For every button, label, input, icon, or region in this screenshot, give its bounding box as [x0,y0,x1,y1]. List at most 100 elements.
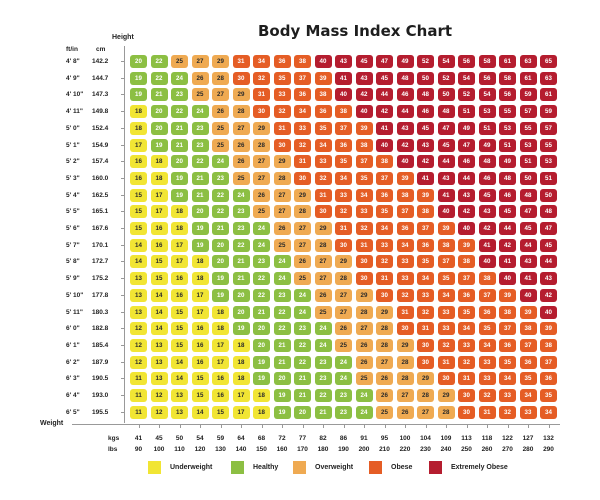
legend-label: Extremely Obese [451,463,508,471]
bmi-cell: 30 [294,171,311,185]
bmi-cell: 39 [499,288,516,302]
height-cm-label: 162.5 [92,191,109,199]
bmi-cell: 44 [499,222,516,235]
x-tick [487,425,488,428]
bmi-cell: 51 [540,171,557,185]
bmi-cell: 42 [458,205,475,219]
bmi-cell: 27 [314,272,332,286]
height-ftin-label: 5' 8" [66,258,80,266]
bmi-cell: 38 [437,238,455,252]
bmi-cell: 17 [191,305,209,319]
bmi-cell: 27 [253,171,270,185]
bmi-cell: 24 [335,355,352,369]
bmi-cell: 38 [478,272,496,286]
x-axis-line [72,424,560,425]
y-tick [121,127,124,129]
bmi-cell: 12 [150,405,168,419]
bmi-cell: 38 [458,255,475,269]
bmi-cell: 17 [150,205,168,219]
bmi-cell: 31 [335,222,352,235]
bmi-cell: 26 [376,389,393,402]
bmi-cell: 45 [376,71,393,85]
bmi-cell: 28 [396,355,414,369]
bmi-cell: 23 [232,222,250,235]
bmi-cell: 32 [355,222,373,235]
bmi-cell: 20 [294,405,311,419]
bmi-cell: 38 [396,188,414,202]
bmi-cell: 27 [417,405,434,419]
bmi-cell: 27 [232,121,250,135]
legend-swatch [429,460,442,474]
bmi-cell: 34 [314,138,332,152]
bmi-cell: 31 [417,322,434,336]
bmi-cell: 45 [417,121,434,135]
bmi-cell: 22 [191,155,209,169]
height-ftin-label: 4' 8" [66,58,80,65]
bmi-cell: 16 [150,222,168,235]
weight-lbs-label: 230 [420,446,431,453]
bmi-cell: 32 [335,205,352,219]
bmi-cell: 20 [150,121,168,135]
bmi-cell: 30 [458,389,475,402]
bmi-cell: 48 [396,71,414,85]
weight-kg-label: 77 [298,435,307,442]
bmi-cell: 33 [478,372,496,386]
bmi-cell: 30 [458,405,475,419]
height-cm-label: 144.7 [92,74,109,82]
height-ftin-label: 5' 1" [66,141,80,149]
bmi-cell: 25 [232,171,250,185]
bmi-cell: 40 [396,155,414,169]
bmi-cell: 43 [396,121,414,135]
bmi-cell: 37 [478,288,496,302]
bmi-cell: 32 [437,338,455,352]
bmi-cell: 20 [150,105,168,119]
weight-lbs-label: 180 [317,446,329,453]
bmi-cell: 47 [519,205,537,219]
bmi-cell: 19 [253,372,270,386]
bmi-cell: 26 [396,405,414,419]
bmi-cell: 33 [335,188,352,202]
bmi-cell: 28 [232,105,250,119]
bmi-cell: 11 [130,372,147,386]
legend-item-under: Underweight [148,460,212,474]
bmi-cell: 32 [499,405,516,419]
bmi-cell: 17 [150,188,168,202]
bmi-cell: 21 [253,305,270,319]
bmi-cell: 40 [437,205,455,219]
bmi-cell: 15 [171,322,188,336]
bmi-cell: 59 [519,88,537,102]
bmi-cell: 22 [232,238,250,252]
bmi-cell: 13 [130,288,147,302]
bmi-cell: 38 [540,338,557,352]
bmi-cell: 18 [150,155,168,169]
x-tick [200,425,201,428]
bmi-cell: 28 [212,71,229,85]
weight-kg-label: 68 [257,435,266,442]
bmi-cell: 34 [519,389,537,402]
weight-kg-label: 113 [461,435,472,442]
bmi-cell: 30 [335,238,352,252]
bmi-cell: 19 [171,171,188,185]
x-tick [446,425,447,428]
weight-lbs-label: 140 [235,446,247,453]
bmi-cell: 16 [171,288,188,302]
y-tick [121,61,124,62]
bmi-cell: 27 [335,288,352,302]
weight-kg-label: 41 [134,435,143,442]
bmi-cell: 15 [171,338,188,352]
bmi-cell: 42 [478,222,496,235]
bmi-cell: 17 [212,338,229,352]
bmi-cell: 23 [191,138,209,152]
bmi-cell: 16 [130,155,147,169]
bmi-cell: 33 [314,155,332,169]
bmi-cell: 47 [376,55,393,68]
bmi-cell: 18 [130,121,147,135]
bmi-cell: 15 [150,272,168,286]
bmi-cell: 52 [458,88,475,102]
weight-lbs-label: 150 [256,446,267,453]
bmi-cell: 19 [171,188,188,202]
bmi-cell: 35 [540,389,557,402]
bmi-cell: 37 [335,121,352,135]
y-tick [121,395,124,396]
bmi-cell: 33 [396,272,414,286]
